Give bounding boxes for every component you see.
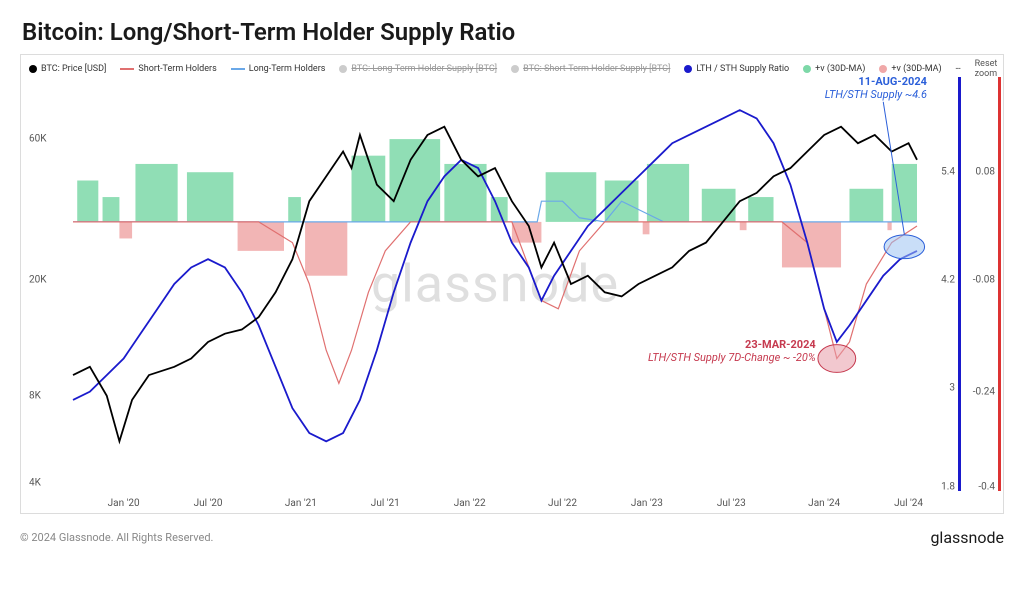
right-axis-ratio-bar: [958, 77, 961, 491]
plot-area[interactable]: glassnode 11-AUG-2024 LTH/STH Supply ~4.…: [73, 77, 917, 491]
chart-title: Bitcoin: Long/Short-Term Holder Supply R…: [22, 18, 1004, 46]
legend-label: LTH / STH Supply Ratio: [696, 64, 789, 74]
chart-frame: BTC: Price [USD] Short-Term Holders Long…: [20, 54, 1004, 514]
legend-neg-ma[interactable]: +v (30D-MA): [879, 64, 941, 74]
y-right2-tick: -0.24: [973, 386, 995, 397]
legend-label: Short-Term Holders: [138, 64, 216, 74]
y-right1-tick: 5.4: [941, 167, 955, 178]
y-left-tick: 60K: [29, 134, 47, 145]
legend-ratio[interactable]: LTH / STH Supply Ratio: [684, 64, 789, 74]
legend-label: BTC: Long-Term Holder Supply [BTC]: [351, 64, 497, 74]
chart-svg: [73, 77, 917, 491]
x-tick: Jan '20: [108, 498, 140, 509]
x-tick: Jul '21: [371, 498, 400, 509]
legend-label: +v (30D-MA): [815, 64, 865, 74]
legend-label: --: [956, 64, 961, 74]
page: Bitcoin: Long/Short-Term Holder Supply R…: [0, 0, 1024, 590]
x-tick: Jan '21: [285, 498, 317, 509]
annotation-text: LTH/STH Supply 7D-Change ~ -20%: [648, 351, 816, 364]
legend-sth[interactable]: Short-Term Holders: [120, 64, 216, 74]
brand-logo: glassnode: [930, 528, 1004, 547]
y-right1-tick: 1.8: [941, 481, 955, 492]
copyright: © 2024 Glassnode. All Rights Reserved.: [20, 531, 213, 544]
legend-label: BTC: Price [USD]: [41, 64, 106, 74]
y-right2-tick: 0.08: [976, 167, 996, 178]
legend-sth-supply[interactable]: BTC: Short-Term Holder Supply [BTC]: [511, 64, 670, 74]
annotation-text: LTH/STH Supply ~4.6: [825, 88, 927, 101]
y-left-tick: 4K: [29, 477, 41, 488]
legend-dash[interactable]: --: [956, 64, 961, 74]
x-tick: Jul '22: [548, 498, 577, 509]
legend-label: BTC: Short-Term Holder Supply [BTC]: [523, 64, 670, 74]
x-tick: Jul '20: [194, 498, 223, 509]
y-right2-tick: -0.08: [973, 274, 995, 285]
annotation-mar: 23-MAR-2024 LTH/STH Supply 7D-Change ~ -…: [648, 338, 816, 364]
x-tick: Jul '23: [717, 498, 746, 509]
x-tick: Jan '23: [631, 498, 663, 509]
y-right1-tick: 3: [949, 382, 955, 393]
y-right1-tick: 4.2: [941, 274, 955, 285]
annotation-date: 11-AUG-2024: [825, 75, 927, 88]
legend-lth-supply[interactable]: BTC: Long-Term Holder Supply [BTC]: [339, 64, 497, 74]
legend-label: +v (30D-MA): [891, 64, 941, 74]
legend-label: Long-Term Holders: [249, 64, 326, 74]
x-tick: Jan '24: [808, 498, 840, 509]
reset-zoom-button[interactable]: Reset zoom: [975, 59, 1003, 79]
annotation-aug: 11-AUG-2024 LTH/STH Supply ~4.6: [825, 75, 927, 101]
x-tick: Jul '24: [894, 498, 923, 509]
legend-pos-ma[interactable]: +v (30D-MA): [803, 64, 865, 74]
footer: © 2024 Glassnode. All Rights Reserved. g…: [20, 528, 1004, 547]
right-axis-change-bar: [998, 77, 1001, 491]
legend-lth[interactable]: Long-Term Holders: [231, 64, 326, 74]
y-left-tick: 20K: [29, 274, 47, 285]
annotation-date: 23-MAR-2024: [648, 338, 816, 351]
legend-btc-price[interactable]: BTC: Price [USD]: [29, 64, 106, 74]
y-left-tick: 8K: [29, 390, 41, 401]
y-right2-tick: -0.4: [978, 481, 995, 492]
x-tick: Jan '22: [454, 498, 486, 509]
